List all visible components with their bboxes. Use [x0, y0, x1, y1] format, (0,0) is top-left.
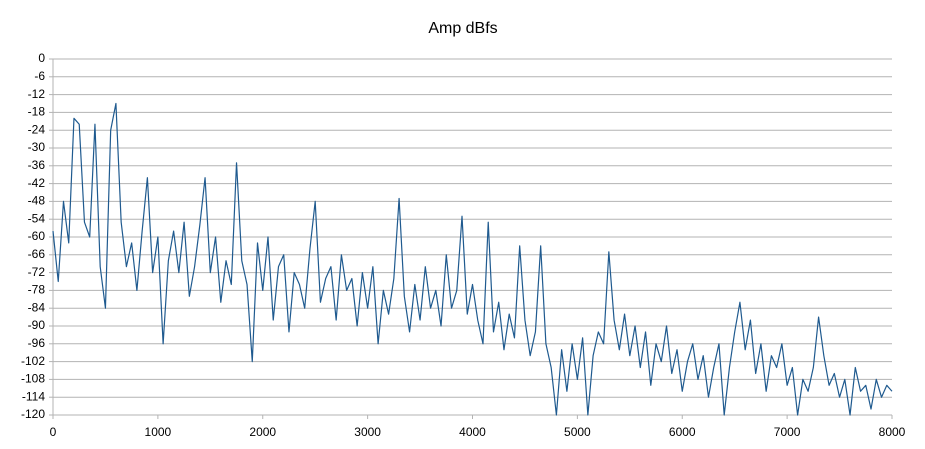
x-tick-label: 7000 — [774, 425, 801, 439]
y-tick-label: -66 — [28, 247, 46, 261]
y-tick-label: -30 — [28, 140, 46, 154]
y-tick-label: -78 — [28, 283, 46, 297]
y-tick-label: -96 — [28, 336, 46, 350]
y-tick-label: -72 — [28, 265, 46, 279]
y-tick-label: -120 — [21, 407, 45, 421]
y-tick-label: -84 — [28, 300, 46, 314]
y-tick-label: -12 — [28, 87, 46, 101]
x-tick-label: 0 — [50, 425, 57, 439]
y-tick-label: -42 — [28, 176, 46, 190]
y-tick-label: -54 — [28, 211, 46, 225]
x-tick-label: 2000 — [249, 425, 276, 439]
x-tick-label: 6000 — [669, 425, 696, 439]
y-tick-label: -60 — [28, 229, 46, 243]
y-tick-label: -90 — [28, 318, 46, 332]
x-tick-label: 1000 — [145, 425, 172, 439]
y-tick-label: -24 — [28, 122, 46, 136]
data-line — [52, 102, 893, 416]
x-tick-label: 4000 — [459, 425, 486, 439]
y-tick-label: -108 — [21, 372, 45, 386]
y-tick-label: -36 — [28, 158, 46, 172]
y-tick-label: -114 — [22, 389, 45, 403]
y-tick-label: -6 — [34, 69, 45, 83]
x-tick-label: 3000 — [354, 425, 381, 439]
y-tick-label: -48 — [28, 194, 46, 208]
chart-title: Amp dBfs — [428, 20, 497, 37]
x-tick-label: 5000 — [564, 425, 591, 439]
y-tick-label: 0 — [38, 51, 45, 65]
y-tick-label: -102 — [21, 354, 45, 368]
y-tick-label: -18 — [28, 105, 46, 119]
x-tick-label: 8000 — [879, 425, 906, 439]
